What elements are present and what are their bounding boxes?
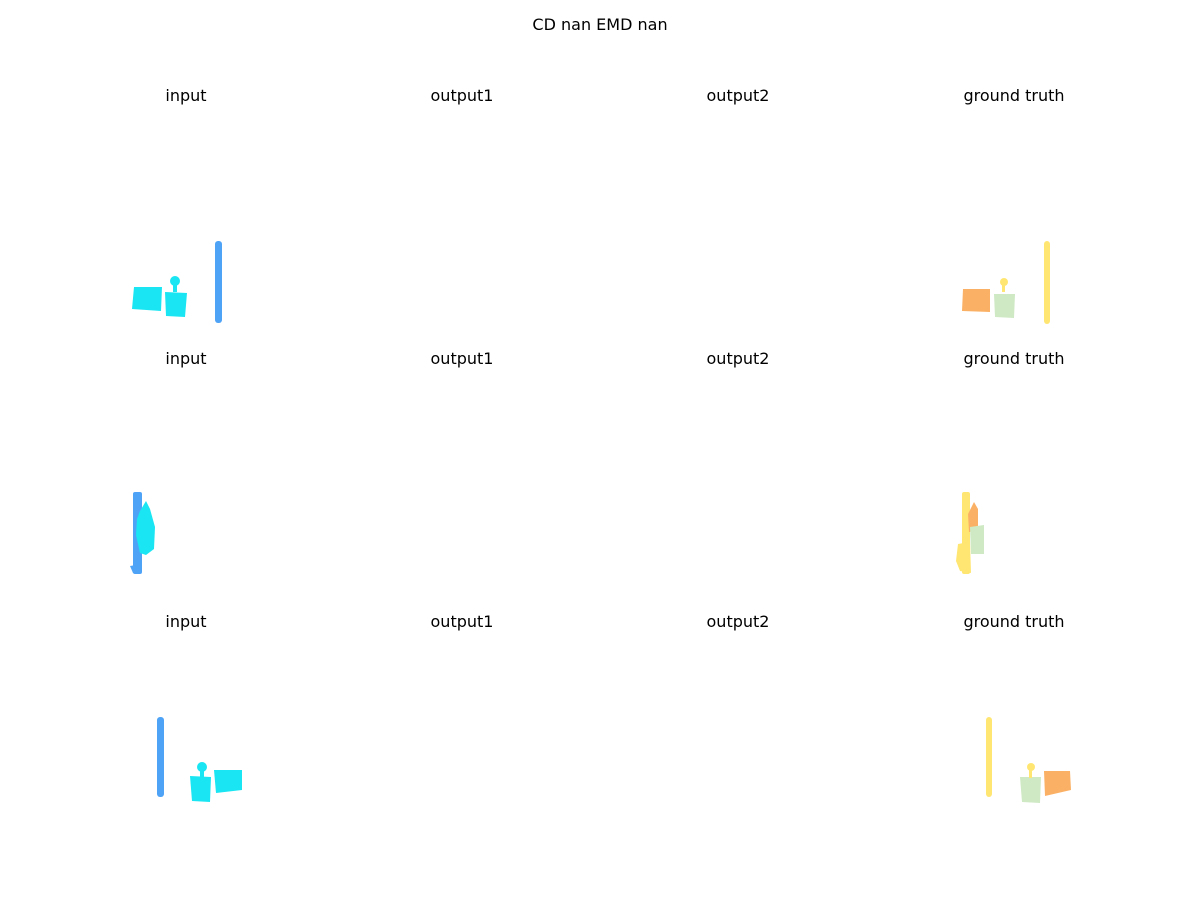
pole-cloud xyxy=(215,241,222,323)
panel-r1-output1: output1 xyxy=(332,86,592,336)
pole-cloud xyxy=(986,717,992,797)
point-cloud-input-r2 xyxy=(130,492,155,574)
panel-r3-input: input xyxy=(56,612,316,862)
box-cloud-left xyxy=(962,289,990,312)
box-cloud-left xyxy=(132,287,162,311)
panel-r2-output1: output1 xyxy=(332,349,592,599)
box-cloud-left xyxy=(1020,777,1041,803)
knob-cloud xyxy=(197,762,207,772)
panel-title: input xyxy=(165,349,207,368)
panel-r1-input: input xyxy=(56,86,316,336)
knob-stem-cloud xyxy=(173,284,177,292)
knob-stem-cloud xyxy=(1029,770,1032,778)
point-cloud-output1-r1 xyxy=(332,86,592,336)
panel-title: input xyxy=(165,612,207,631)
panel-r1-output2: output2 xyxy=(608,86,868,336)
panel-title: ground truth xyxy=(963,349,1065,368)
panel-title: ground truth xyxy=(963,612,1065,631)
panel-title: output1 xyxy=(430,86,494,105)
panel-r3-output1: output1 xyxy=(332,612,592,862)
panel-title: input xyxy=(165,86,207,105)
panel-r3-ground-truth: ground truth xyxy=(884,612,1144,862)
point-cloud-output2-r2 xyxy=(608,349,868,599)
box-cloud-right xyxy=(214,770,242,793)
point-cloud-output1-r2 xyxy=(332,349,592,599)
panel-title: output1 xyxy=(430,349,494,368)
panel-title: output2 xyxy=(706,612,770,631)
box-cloud-left xyxy=(190,776,211,802)
box-cloud-gt-b xyxy=(970,525,984,554)
knob-stem-cloud xyxy=(1002,284,1005,292)
pole-cloud xyxy=(1044,241,1050,324)
panel-r1-ground-truth: ground truth xyxy=(884,86,1144,336)
point-cloud-input-r1 xyxy=(132,241,222,323)
object-cloud xyxy=(136,501,155,555)
knob-cloud xyxy=(1027,763,1035,771)
knob-stem-cloud xyxy=(200,770,204,778)
panel-title: ground truth xyxy=(963,86,1065,105)
pole-base-cloud xyxy=(956,542,971,573)
pole-foot-cloud xyxy=(130,565,138,574)
point-cloud-output1-r3 xyxy=(332,612,592,862)
panel-r2-ground-truth: ground truth xyxy=(884,349,1144,599)
panel-r3-output2: output2 xyxy=(608,612,868,862)
point-cloud-gt-r1 xyxy=(962,241,1050,324)
panel-title: output2 xyxy=(706,86,770,105)
box-cloud-right xyxy=(994,294,1015,318)
point-cloud-gt-r2 xyxy=(956,492,984,574)
box-cloud-right xyxy=(1044,771,1071,796)
point-cloud-input-r3 xyxy=(157,717,242,802)
point-cloud-output2-r1 xyxy=(608,86,868,336)
point-cloud-gt-r3 xyxy=(986,717,1071,803)
panel-title: output1 xyxy=(430,612,494,631)
panel-title: output2 xyxy=(706,349,770,368)
knob-cloud xyxy=(170,276,180,286)
pole-cloud xyxy=(157,717,164,797)
box-cloud-gt-a xyxy=(968,502,978,532)
panel-r2-input: input xyxy=(56,349,316,599)
point-cloud-output2-r3 xyxy=(608,612,868,862)
figure-suptitle: CD nan EMD nan xyxy=(532,15,668,34)
panel-r2-output2: output2 xyxy=(608,349,868,599)
box-cloud-right xyxy=(165,292,187,317)
